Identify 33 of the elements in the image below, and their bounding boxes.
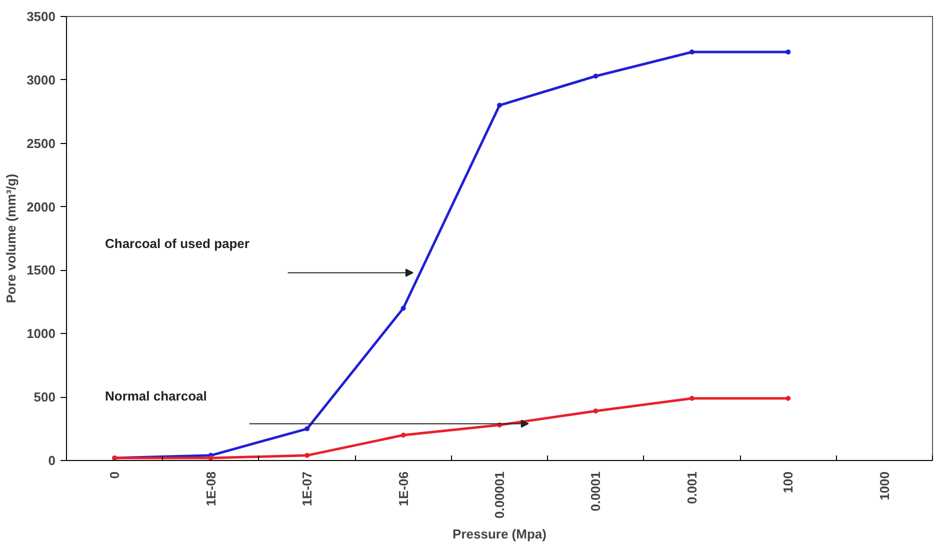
x-tick-label: 1000 xyxy=(876,472,892,500)
x-axis-title: Pressure (Mpa) xyxy=(452,526,546,542)
y-axis-title: Pore volume (mm³/g) xyxy=(4,174,19,304)
y-tick-label: 2000 xyxy=(26,199,56,214)
annotation: Normal charcoal xyxy=(104,388,207,404)
point xyxy=(304,452,310,458)
point xyxy=(786,50,791,55)
x-tick-label: 0.0001 xyxy=(588,471,604,512)
point xyxy=(400,306,406,311)
point xyxy=(689,396,694,401)
y-tick-label: 1500 xyxy=(26,262,56,278)
x-tick-label: 1E-08 xyxy=(203,471,218,506)
point xyxy=(786,396,791,401)
x-tick-label: 1E-06 xyxy=(396,471,411,506)
point xyxy=(497,102,502,108)
y-tick-label: 1000 xyxy=(26,326,56,342)
x-tick-label: 0.001 xyxy=(684,471,700,504)
x-tick-label: 0 xyxy=(107,471,122,479)
point xyxy=(208,455,214,460)
x-tick-label: 0.00001 xyxy=(492,471,507,518)
y-tick-label: 0 xyxy=(48,453,56,468)
x-tick-label: 100 xyxy=(780,471,796,494)
y-tick-label: 3500 xyxy=(26,9,56,24)
point xyxy=(400,432,406,438)
y-tick-label: 500 xyxy=(34,390,56,405)
point xyxy=(689,50,694,55)
y-tick-label: 2500 xyxy=(26,136,56,151)
point xyxy=(593,74,598,79)
annotation: Charcoal of used paper xyxy=(104,236,250,252)
x-tick-label: 1E-07 xyxy=(300,471,315,506)
point xyxy=(304,426,310,432)
y-tick-label: 3000 xyxy=(26,72,56,88)
point xyxy=(593,408,598,414)
